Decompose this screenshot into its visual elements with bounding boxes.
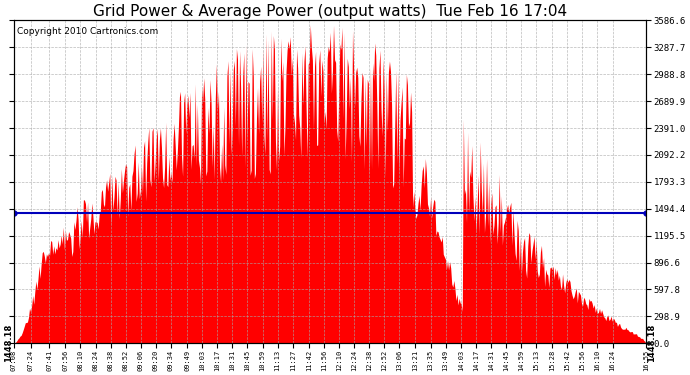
Text: 1448.18: 1448.18 xyxy=(647,324,656,362)
Title: Grid Power & Average Power (output watts)  Tue Feb 16 17:04: Grid Power & Average Power (output watts… xyxy=(92,4,567,19)
Text: 1448.18: 1448.18 xyxy=(4,324,13,362)
Text: Copyright 2010 Cartronics.com: Copyright 2010 Cartronics.com xyxy=(17,27,158,36)
